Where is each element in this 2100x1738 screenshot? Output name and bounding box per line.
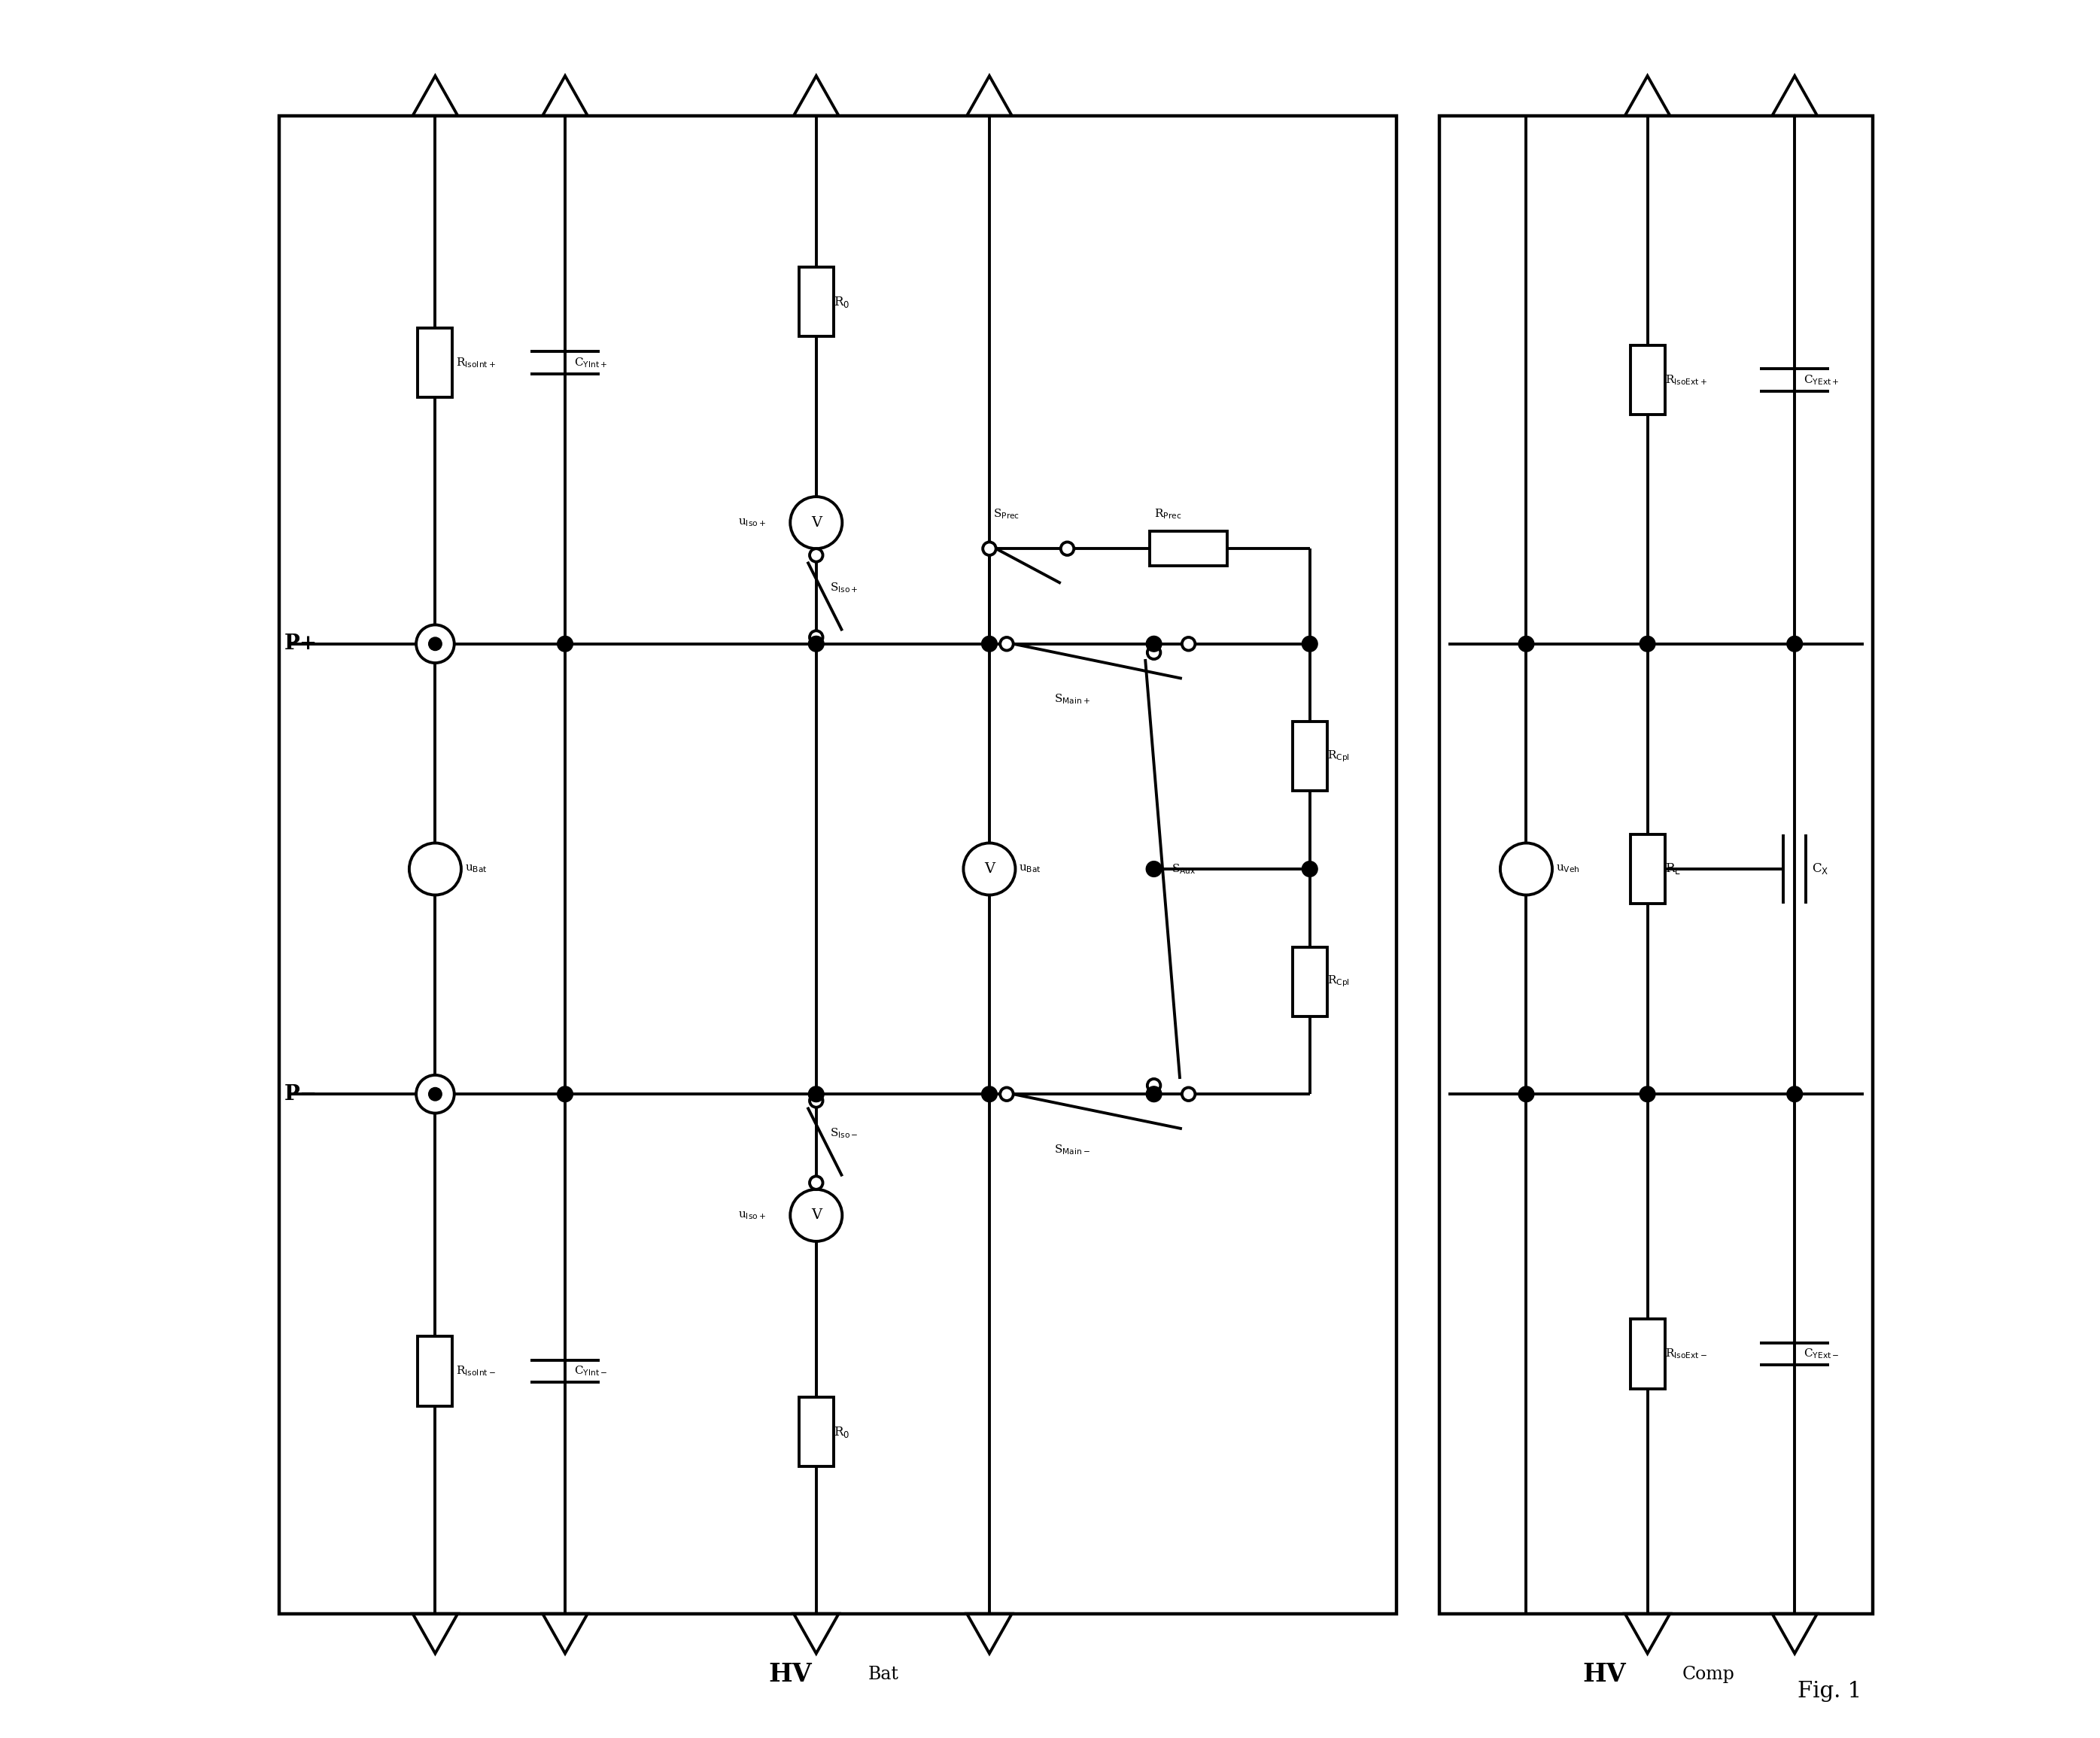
- Circle shape: [1147, 636, 1161, 652]
- Circle shape: [811, 1095, 823, 1107]
- Text: V: V: [811, 1208, 821, 1222]
- Text: R$_{\mathsf{IsoInt-}}$: R$_{\mathsf{IsoInt-}}$: [456, 1364, 496, 1378]
- Circle shape: [1147, 647, 1161, 659]
- Text: R$_{\mathsf{Cpl}}$: R$_{\mathsf{Cpl}}$: [1327, 749, 1350, 763]
- Circle shape: [1147, 1086, 1161, 1102]
- Circle shape: [1518, 1086, 1533, 1102]
- Text: S$_{\mathsf{Prec}}$: S$_{\mathsf{Prec}}$: [993, 507, 1018, 521]
- Circle shape: [811, 1177, 823, 1189]
- Text: R$_{\mathsf{0}}$: R$_{\mathsf{0}}$: [834, 295, 850, 309]
- Text: R$_{\mathsf{IsoExt-}}$: R$_{\mathsf{IsoExt-}}$: [1665, 1347, 1707, 1361]
- Bar: [1441, 116, 1873, 1613]
- Circle shape: [790, 497, 842, 549]
- Circle shape: [556, 1086, 573, 1102]
- Circle shape: [1302, 636, 1317, 652]
- Circle shape: [1000, 1088, 1014, 1100]
- Circle shape: [808, 636, 823, 652]
- Circle shape: [983, 542, 995, 554]
- Text: S$_{\mathsf{Aux}}$: S$_{\mathsf{Aux}}$: [1172, 862, 1195, 876]
- Text: V: V: [811, 516, 821, 530]
- Text: C$_{\mathsf{YExt-}}$: C$_{\mathsf{YExt-}}$: [1804, 1347, 1840, 1361]
- Circle shape: [428, 1088, 441, 1100]
- Bar: [1292, 947, 1327, 1017]
- Bar: [418, 328, 451, 396]
- Text: R$_{\mathsf{Prec}}$: R$_{\mathsf{Prec}}$: [1153, 507, 1180, 521]
- Text: Comp: Comp: [1682, 1665, 1735, 1682]
- Circle shape: [416, 1076, 454, 1112]
- Circle shape: [808, 1086, 823, 1102]
- Circle shape: [1518, 636, 1533, 652]
- Bar: [798, 268, 834, 337]
- Circle shape: [811, 631, 823, 643]
- Text: R$_{\mathsf{L}}$: R$_{\mathsf{L}}$: [1665, 862, 1680, 876]
- Text: S$_{\mathsf{Iso-}}$: S$_{\mathsf{Iso-}}$: [829, 1126, 859, 1140]
- Text: C$_{\mathsf{YExt+}}$: C$_{\mathsf{YExt+}}$: [1804, 374, 1840, 386]
- Text: P+: P+: [284, 634, 317, 653]
- Text: u$_{\mathsf{Bat}}$: u$_{\mathsf{Bat}}$: [464, 864, 487, 874]
- Text: u$_{\mathsf{Bat}}$: u$_{\mathsf{Bat}}$: [1018, 864, 1042, 874]
- Text: u$_{\mathsf{Iso+}}$: u$_{\mathsf{Iso+}}$: [739, 1210, 766, 1220]
- Text: R$_{\mathsf{Cpl}}$: R$_{\mathsf{Cpl}}$: [1327, 975, 1350, 989]
- Circle shape: [964, 843, 1016, 895]
- Text: Bat: Bat: [867, 1665, 899, 1682]
- Circle shape: [428, 638, 441, 650]
- Circle shape: [1147, 862, 1161, 876]
- Text: HV: HV: [769, 1662, 813, 1686]
- Circle shape: [1640, 636, 1655, 652]
- Circle shape: [1787, 636, 1802, 652]
- Circle shape: [790, 1189, 842, 1241]
- Circle shape: [981, 636, 998, 652]
- Circle shape: [981, 1086, 998, 1102]
- Text: C$_{\mathsf{YInt+}}$: C$_{\mathsf{YInt+}}$: [573, 356, 607, 368]
- Text: R$_{\mathsf{IsoExt+}}$: R$_{\mathsf{IsoExt+}}$: [1665, 374, 1707, 386]
- Bar: [1630, 1319, 1665, 1389]
- Text: C$_{\mathsf{YInt-}}$: C$_{\mathsf{YInt-}}$: [573, 1364, 607, 1378]
- Text: P−: P−: [284, 1085, 317, 1104]
- Bar: [279, 116, 1396, 1613]
- Circle shape: [416, 626, 454, 662]
- Bar: [1292, 721, 1327, 791]
- Text: V: V: [985, 862, 995, 876]
- Circle shape: [1302, 862, 1317, 876]
- Circle shape: [1147, 1079, 1161, 1091]
- Circle shape: [1182, 638, 1195, 650]
- Circle shape: [1787, 1086, 1802, 1102]
- Text: Fig. 1: Fig. 1: [1798, 1681, 1861, 1702]
- Circle shape: [1000, 638, 1014, 650]
- Bar: [1149, 532, 1228, 567]
- Circle shape: [556, 636, 573, 652]
- Text: R$_{\mathsf{IsoInt+}}$: R$_{\mathsf{IsoInt+}}$: [456, 356, 496, 368]
- Circle shape: [410, 843, 462, 895]
- Circle shape: [1182, 1088, 1195, 1100]
- Text: u$_{\mathsf{Iso+}}$: u$_{\mathsf{Iso+}}$: [739, 518, 766, 528]
- Circle shape: [811, 549, 823, 561]
- Text: u$_{\mathsf{Veh}}$: u$_{\mathsf{Veh}}$: [1556, 864, 1579, 874]
- Text: S$_{\mathsf{Main+}}$: S$_{\mathsf{Main+}}$: [1054, 693, 1090, 706]
- Text: S$_{\mathsf{Iso+}}$: S$_{\mathsf{Iso+}}$: [829, 580, 859, 594]
- Circle shape: [1499, 843, 1552, 895]
- Circle shape: [1640, 1086, 1655, 1102]
- Text: R$_{\mathsf{0}}$: R$_{\mathsf{0}}$: [834, 1425, 850, 1439]
- Bar: [418, 1337, 451, 1406]
- Text: C$_{\mathsf{X}}$: C$_{\mathsf{X}}$: [1812, 862, 1829, 876]
- Text: S$_{\mathsf{Main-}}$: S$_{\mathsf{Main-}}$: [1054, 1144, 1090, 1156]
- Bar: [798, 1397, 834, 1467]
- Bar: [1630, 346, 1665, 414]
- Bar: [1630, 834, 1665, 904]
- Circle shape: [1060, 542, 1073, 554]
- Text: HV: HV: [1583, 1662, 1625, 1686]
